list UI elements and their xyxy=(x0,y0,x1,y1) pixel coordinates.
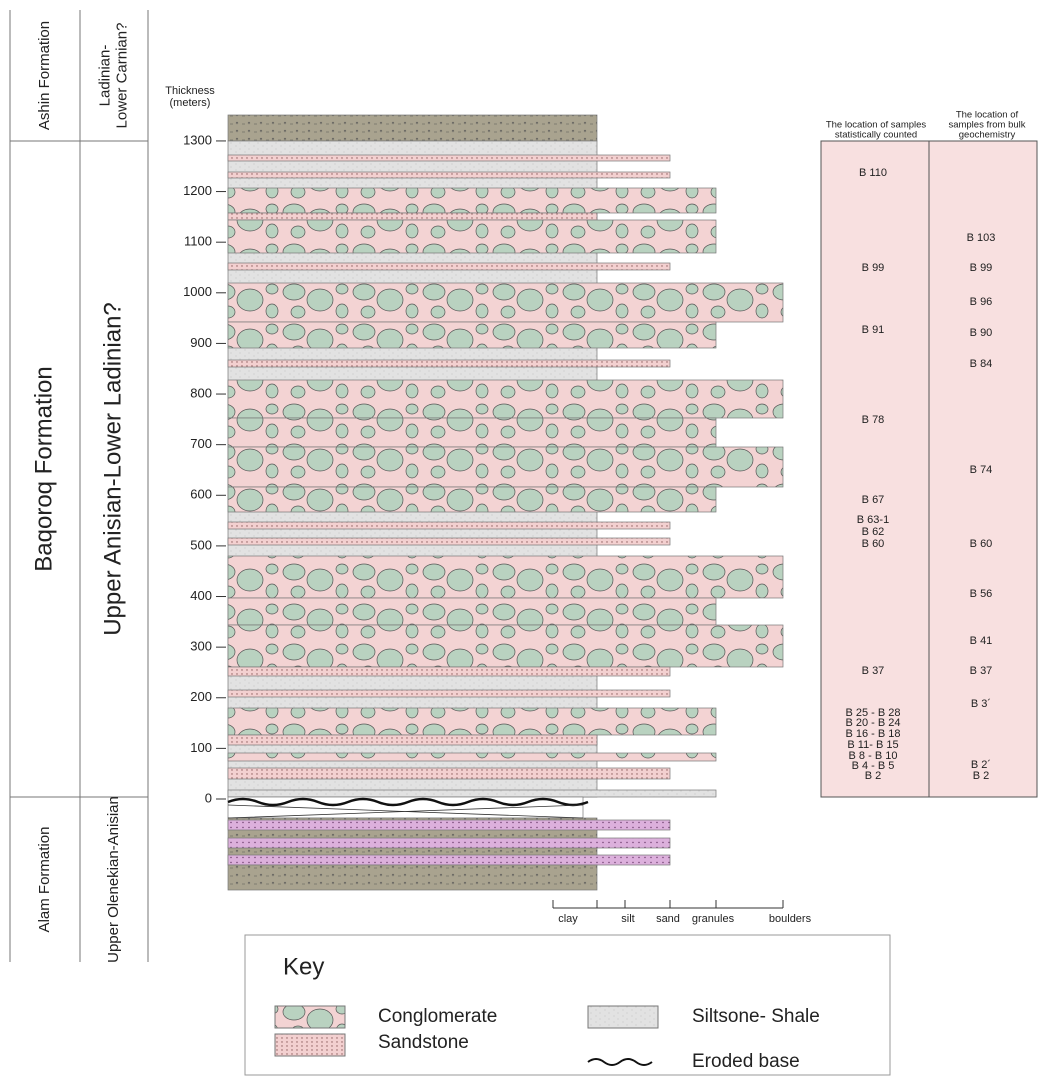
axis-title: (meters) xyxy=(170,97,211,109)
sample-bulk: B 96 xyxy=(970,296,993,308)
bed xyxy=(228,753,716,761)
sample-bulk: B 3´ xyxy=(971,698,991,710)
sample-bulk: B 74 xyxy=(970,464,993,476)
sample-bulk: B 41 xyxy=(970,635,993,647)
thickness-tick-label: 500 xyxy=(190,537,212,552)
thickness-tick-label: 1200 xyxy=(183,183,212,198)
thickness-tick-label: 200 xyxy=(190,689,212,704)
formation-age: Upper Anisian-Lower Ladinian? xyxy=(99,302,126,636)
bed xyxy=(228,213,597,220)
bed xyxy=(228,735,597,745)
bed xyxy=(228,667,670,676)
bed xyxy=(228,380,783,418)
sample-header: geochemistry xyxy=(959,130,1016,141)
sample-bulk: B 84 xyxy=(970,358,993,370)
thickness-tick-label: 0 xyxy=(205,790,212,805)
bed xyxy=(228,538,670,545)
sample-counted: B 2 xyxy=(865,770,882,782)
formation-name: Baqoroq Formation xyxy=(30,366,57,571)
bed xyxy=(228,556,783,598)
formation-age: Upper Olenekian-Anisian xyxy=(105,796,122,963)
bed xyxy=(228,768,670,779)
bed xyxy=(228,263,670,270)
beds xyxy=(228,115,783,890)
sample-bulk: B 56 xyxy=(970,588,993,600)
sample-counted: B 63-1 xyxy=(857,514,889,526)
axis-title: Thickness xyxy=(165,85,215,97)
thickness-tick-label: 800 xyxy=(190,385,212,400)
bed xyxy=(228,690,670,697)
formation-name: Alam Formation xyxy=(36,827,53,933)
bed xyxy=(228,115,597,141)
key-label: Siltsone- Shale xyxy=(692,1006,820,1027)
bed xyxy=(228,172,670,178)
bed xyxy=(228,625,783,667)
thickness-tick-label: 900 xyxy=(190,335,212,350)
bed xyxy=(228,447,783,487)
sample-counted: B 78 xyxy=(862,414,885,426)
sample-bulk: B 103 xyxy=(967,232,996,244)
bed xyxy=(228,522,670,529)
bed xyxy=(228,708,716,735)
key-label: Conglomerate xyxy=(378,1006,497,1027)
sample-bulk: B 99 xyxy=(970,262,993,274)
sample-bulk: B 37 xyxy=(970,665,993,677)
grain-label: sand xyxy=(656,913,680,925)
sample-bulk: B 2 xyxy=(973,770,990,782)
bed xyxy=(228,790,716,797)
stratigraphic-column: Key Conglomerate Siltsone- Shale Sandsto… xyxy=(0,0,1043,1081)
formation-name: Ashin Formation xyxy=(36,21,53,130)
key-label: Eroded base xyxy=(692,1051,800,1072)
key-swatch-silt xyxy=(588,1006,658,1028)
bed xyxy=(228,360,670,367)
grain-label: silt xyxy=(621,913,634,925)
sample-bulk: B 60 xyxy=(970,538,993,550)
grain-label: boulders xyxy=(769,913,812,925)
thickness-tick-label: 1000 xyxy=(183,284,212,299)
thickness-tick-label: 700 xyxy=(190,436,212,451)
bed xyxy=(228,283,783,322)
key-label: Sandstone xyxy=(378,1032,469,1053)
sample-counted: B 99 xyxy=(862,262,885,274)
bed xyxy=(228,188,716,213)
bed xyxy=(228,487,716,512)
key-title: Key xyxy=(283,953,324,980)
thickness-tick-label: 400 xyxy=(190,588,212,603)
bed xyxy=(228,838,670,848)
thickness-tick-label: 1100 xyxy=(184,234,212,249)
bed xyxy=(228,155,670,161)
bed xyxy=(228,418,716,447)
bed xyxy=(228,598,716,625)
formation-age: Ladinian- xyxy=(96,45,113,107)
bed xyxy=(228,865,597,890)
sample-bulk: B 90 xyxy=(970,327,993,339)
bed xyxy=(228,855,670,865)
thickness-tick-label: 1300 xyxy=(183,132,212,147)
grain-label: granules xyxy=(692,913,735,925)
sample-counted: B 110 xyxy=(859,167,887,179)
sample-header: statistically counted xyxy=(835,130,917,141)
thickness-tick-label: 600 xyxy=(190,487,212,502)
key-swatch-sandstone xyxy=(275,1034,345,1056)
thickness-tick-label: 100 xyxy=(190,740,212,755)
thickness-tick-label: 300 xyxy=(190,639,212,654)
sample-counted: B 91 xyxy=(862,324,885,336)
formation-age: Lower Carnian? xyxy=(113,23,130,129)
key-swatch-conglomerate xyxy=(275,1006,345,1028)
sample-counted: B 67 xyxy=(862,494,885,506)
sample-counted: B 62 xyxy=(862,526,885,538)
bed xyxy=(228,322,716,348)
sample-counted: B 60 xyxy=(862,538,885,550)
bed xyxy=(228,820,670,830)
grain-label: clay xyxy=(558,913,578,925)
sample-counted: B 37 xyxy=(862,665,885,677)
bed xyxy=(228,220,716,253)
